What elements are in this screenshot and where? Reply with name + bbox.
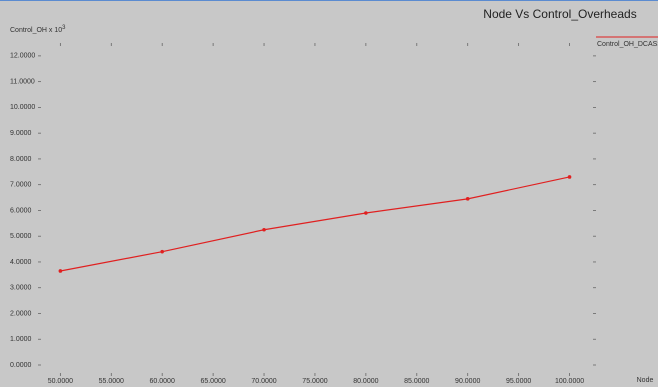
y-tick-label: 2.0000 (10, 310, 32, 317)
y-tick-label: 11.0000 (10, 78, 35, 85)
y-tick-label: 9.0000 (10, 130, 32, 137)
y-axis-label: Control_OH x 103 (10, 25, 66, 34)
y-axis-label-exponent: 3 (62, 25, 66, 31)
y-axis-label-text: Control_OH x 10 (10, 27, 62, 34)
y-tick-label: 1.0000 (10, 336, 32, 343)
chart-title: Node Vs Control_Overheads (483, 7, 636, 21)
data-point (58, 269, 63, 273)
x-tick-label: 55.0000 (99, 378, 124, 385)
data-point (465, 197, 470, 201)
x-tick-label: 60.0000 (150, 378, 175, 385)
legend-label: Control_OH_DCASS (597, 41, 658, 48)
x-tick-label: 80.0000 (353, 378, 378, 385)
x-tick-label: 75.0000 (302, 378, 327, 385)
data-point (160, 249, 165, 254)
y-tick-label: 5.0000 (10, 233, 32, 240)
y-tick-label: 7.0000 (10, 182, 32, 189)
series-line (60, 176, 570, 272)
y-tick-label: 6.0000 (10, 207, 32, 214)
x-tick-label: 90.0000 (455, 378, 480, 385)
y-tick-label: 4.0000 (10, 259, 32, 266)
x-tick-label: 95.0000 (506, 378, 531, 385)
x-tick-label: 70.0000 (251, 378, 276, 385)
x-tick-label: 65.0000 (200, 378, 225, 385)
x-tick-label: 85.0000 (404, 378, 429, 385)
y-tick-label: 12.0000 (10, 53, 35, 60)
y-tick-label: 0.0000 (10, 362, 32, 369)
x-tick-label: 50.0000 (48, 378, 73, 385)
y-tick-label: 3.0000 (10, 285, 32, 292)
x-axis-label: Node (637, 377, 654, 384)
x-tick-label: 100.0000 (555, 378, 584, 385)
y-tick-label: 8.0000 (10, 156, 32, 163)
data-point (262, 227, 266, 232)
data-point (364, 211, 368, 215)
y-tick-label: 10.0000 (10, 104, 35, 111)
data-point (567, 175, 572, 179)
